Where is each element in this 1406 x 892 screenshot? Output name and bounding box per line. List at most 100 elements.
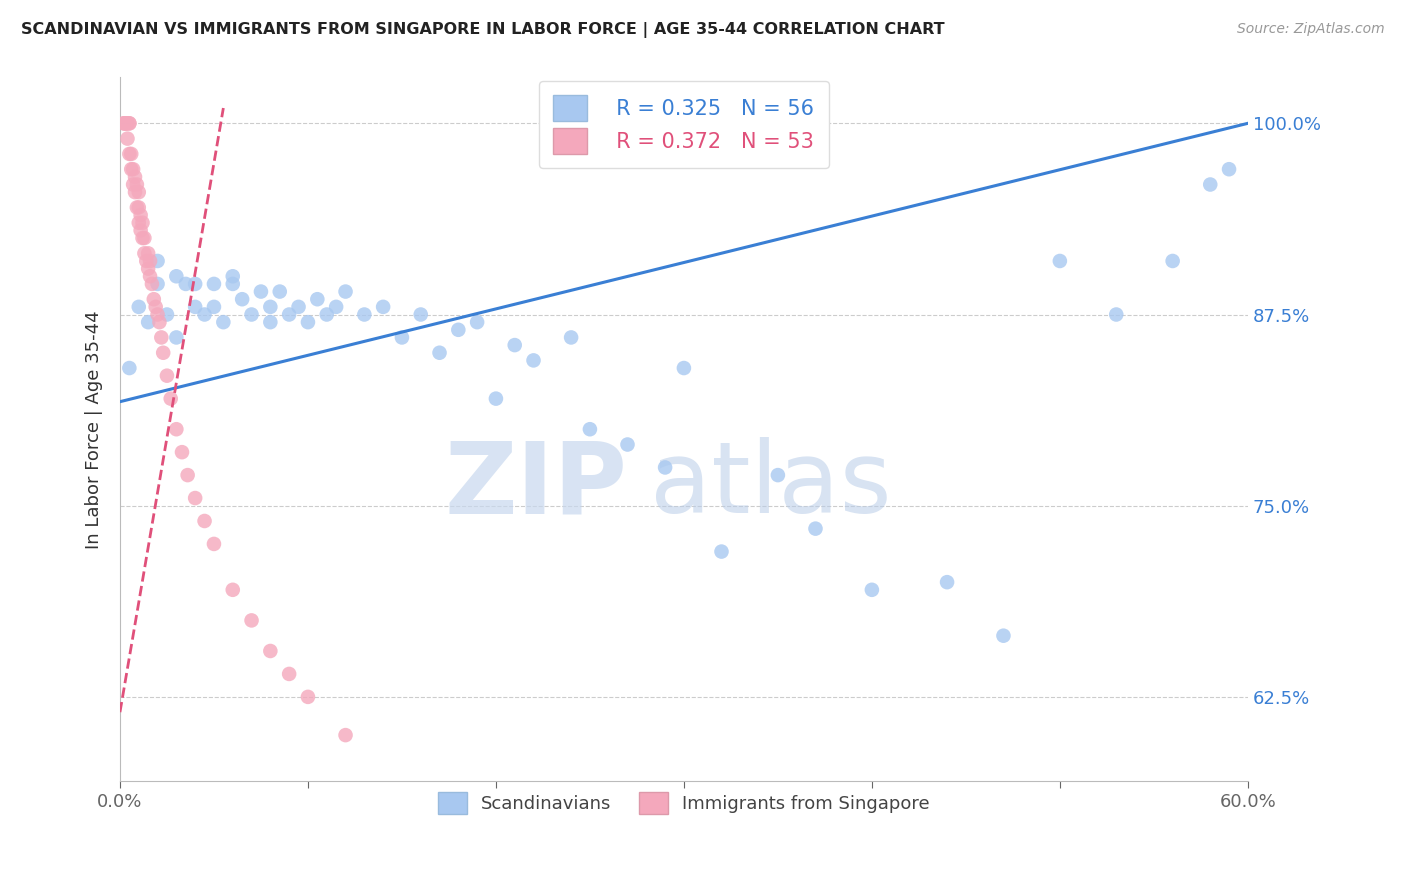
Point <box>136 315 159 329</box>
Point <box>145 300 167 314</box>
Point <box>131 231 153 245</box>
Point <box>1218 162 1240 177</box>
Point <box>1161 254 1184 268</box>
Point <box>165 422 187 436</box>
Point <box>429 345 451 359</box>
Point <box>297 315 319 329</box>
Point <box>128 300 150 314</box>
Point <box>231 292 253 306</box>
Point <box>240 614 263 628</box>
Point <box>212 315 235 329</box>
Point <box>259 644 281 658</box>
Point <box>139 269 162 284</box>
Point <box>193 308 215 322</box>
Point <box>202 537 225 551</box>
Point <box>804 522 827 536</box>
Point <box>240 308 263 322</box>
Point <box>672 361 695 376</box>
Point <box>139 254 162 268</box>
Point <box>860 582 883 597</box>
Point <box>120 162 142 177</box>
Point <box>315 308 337 322</box>
Point <box>202 300 225 314</box>
Point <box>184 277 207 291</box>
Point <box>278 308 301 322</box>
Point <box>193 514 215 528</box>
Text: Source: ZipAtlas.com: Source: ZipAtlas.com <box>1237 22 1385 37</box>
Point <box>250 285 273 299</box>
Point <box>170 445 193 459</box>
Point <box>654 460 676 475</box>
Point <box>485 392 508 406</box>
Point <box>184 300 207 314</box>
Point <box>142 292 165 306</box>
Point <box>124 169 146 184</box>
Point <box>222 277 245 291</box>
Point <box>159 392 181 406</box>
Point <box>391 330 413 344</box>
Point <box>156 308 179 322</box>
Point <box>616 437 638 451</box>
Point <box>353 308 375 322</box>
Text: SCANDINAVIAN VS IMMIGRANTS FROM SINGAPORE IN LABOR FORCE | AGE 35-44 CORRELATION: SCANDINAVIAN VS IMMIGRANTS FROM SINGAPOR… <box>21 22 945 38</box>
Point <box>222 269 245 284</box>
Point <box>117 131 139 145</box>
Point <box>118 147 141 161</box>
Point <box>134 231 156 245</box>
Point <box>522 353 544 368</box>
Point <box>184 491 207 505</box>
Point <box>936 575 959 590</box>
Point <box>1049 254 1071 268</box>
Point <box>118 361 141 376</box>
Point <box>409 308 432 322</box>
Point <box>287 300 309 314</box>
Point <box>120 147 142 161</box>
Point <box>156 368 179 383</box>
Text: atlas: atlas <box>650 437 891 534</box>
Point <box>335 285 357 299</box>
Point <box>447 323 470 337</box>
Point <box>335 728 357 742</box>
Point <box>174 277 197 291</box>
Point <box>129 208 152 222</box>
Point <box>117 116 139 130</box>
Point <box>150 330 173 344</box>
Point <box>134 246 156 260</box>
Point <box>135 254 157 268</box>
Point <box>297 690 319 704</box>
Point <box>146 277 169 291</box>
Point <box>146 254 169 268</box>
Y-axis label: In Labor Force | Age 35-44: In Labor Force | Age 35-44 <box>86 310 103 549</box>
Point <box>278 667 301 681</box>
Point <box>118 116 141 130</box>
Point <box>503 338 526 352</box>
Point <box>165 330 187 344</box>
Point <box>259 315 281 329</box>
Point <box>122 178 145 192</box>
Point <box>560 330 582 344</box>
Point <box>222 582 245 597</box>
Point <box>125 178 148 192</box>
Point <box>118 116 141 130</box>
Point <box>122 162 145 177</box>
Point <box>128 216 150 230</box>
Point <box>114 116 136 130</box>
Point <box>124 185 146 199</box>
Point <box>141 277 163 291</box>
Point <box>125 201 148 215</box>
Point <box>129 223 152 237</box>
Point <box>325 300 347 314</box>
Point <box>269 285 291 299</box>
Point <box>128 201 150 215</box>
Point <box>259 300 281 314</box>
Point <box>148 315 170 329</box>
Point <box>114 116 136 130</box>
Point <box>136 261 159 276</box>
Point <box>307 292 329 306</box>
Point <box>465 315 488 329</box>
Text: ZIP: ZIP <box>444 437 627 534</box>
Point <box>1199 178 1222 192</box>
Point <box>152 345 174 359</box>
Point <box>112 116 135 130</box>
Point <box>131 216 153 230</box>
